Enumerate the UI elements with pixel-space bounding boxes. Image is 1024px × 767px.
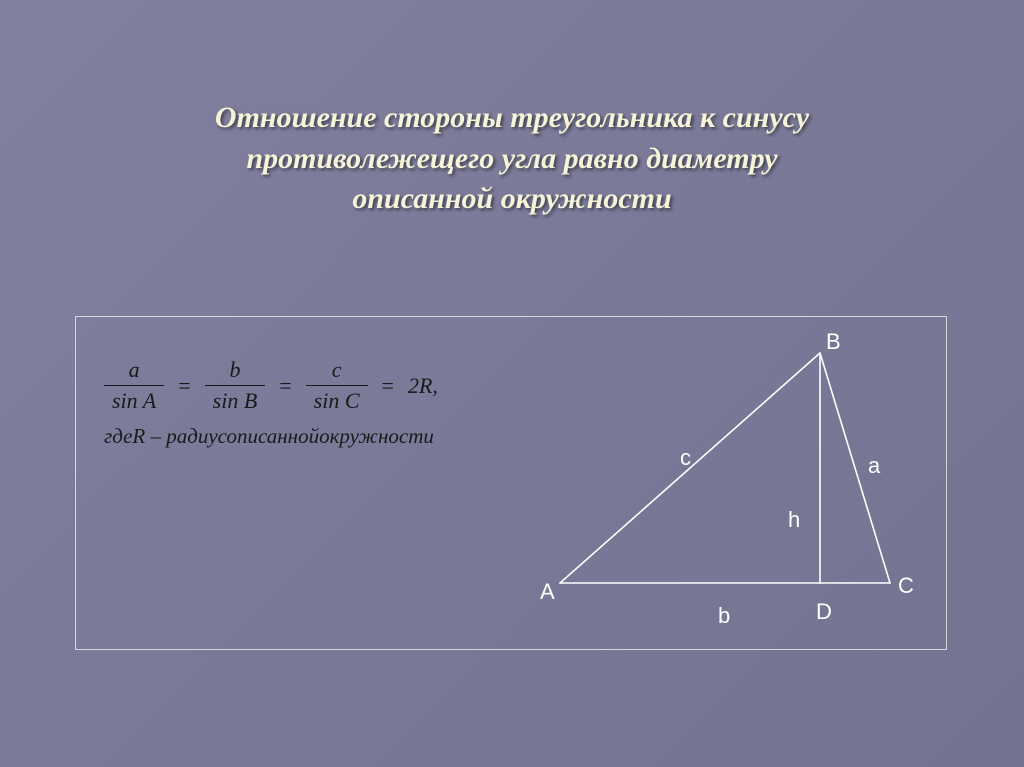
title-line-1: Отношение стороны треугольника к синусу <box>215 101 809 134</box>
slide-title: Отношение стороны треугольника к синусу … <box>0 98 1024 220</box>
denominator-sinA: sin A <box>104 385 164 414</box>
numerator-b: b <box>221 357 248 385</box>
vertex-label-D: D <box>816 599 832 625</box>
frac-c-over-sinC: c sin C <box>306 357 368 414</box>
side-label-c: c <box>680 445 691 471</box>
rhs-2R: 2R, <box>408 373 438 399</box>
altitude-label-h: h <box>788 507 800 533</box>
denominator-sinB: sin B <box>205 385 266 414</box>
vertex-label-C: C <box>898 573 914 599</box>
content-frame: a sin A = b sin B = c sin C = 2R, гдеR –… <box>75 316 947 650</box>
denominator-sinC: sin C <box>306 385 368 414</box>
formula: a sin A = b sin B = c sin C = 2R, гдеR –… <box>104 357 438 449</box>
equals-sign: = <box>174 373 194 399</box>
title-line-3: описанной окружности <box>352 182 671 215</box>
side-label-b: b <box>718 603 730 629</box>
vertex-label-B: B <box>826 329 841 355</box>
equals-sign: = <box>378 373 398 399</box>
equals-sign: = <box>275 373 295 399</box>
frac-a-over-sinA: a sin A <box>104 357 164 414</box>
law-of-sines-equation: a sin A = b sin B = c sin C = 2R, <box>104 357 438 414</box>
numerator-c: c <box>324 357 350 385</box>
formula-caption: гдеR – радиусописаннойокружности <box>104 424 438 449</box>
triangle-diagram: A B C Da b c h <box>520 323 920 643</box>
triangle-svg <box>520 323 920 643</box>
vertex-label-A: A <box>540 579 555 605</box>
side-label-a: a <box>868 453 880 479</box>
title-line-2: противолежещего угла равно диаметру <box>246 142 777 175</box>
frac-b-over-sinB: b sin B <box>205 357 266 414</box>
numerator-a: a <box>121 357 148 385</box>
